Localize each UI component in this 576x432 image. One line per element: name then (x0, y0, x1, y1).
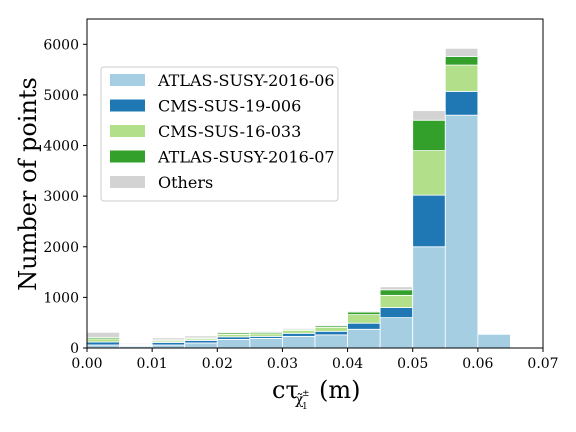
x-tick-label: 0.04 (332, 356, 363, 372)
bar-cms-sus-19-006-bin-11 (444, 90, 479, 116)
bar-atlas-susy-2016-06-bin-8 (347, 328, 381, 349)
bar-cms-sus-19-006-bin-7 (314, 330, 348, 336)
legend-swatch-others (110, 176, 145, 188)
bar-cms-sus-16-033-bin-10 (412, 150, 446, 196)
y-tick-label: 1000 (43, 290, 79, 306)
bar-cms-sus-16-033-bin-6 (282, 329, 316, 334)
y-axis-title: Number of points (14, 77, 42, 291)
legend-label-cms-sus-16-033: CMS-SUS-16-033 (158, 122, 301, 141)
bar-atlas-susy-2016-06-bin-11 (444, 114, 479, 349)
legend-swatch-atlas-susy-2016-07 (110, 150, 145, 163)
bar-atlas-susy-2016-06-bin-7 (314, 334, 348, 349)
x-axis-title-supsub: ± (302, 389, 310, 399)
x-tick-label: 0.02 (202, 356, 233, 372)
bar-atlas-susy-2016-06-bin-5 (249, 337, 283, 349)
legend: ATLAS-SUSY-2016-06 CMS-SUS-19-006 CMS-SUS-… (100, 66, 339, 202)
legend-swatch-atlas-susy-2016-06 (110, 74, 145, 86)
x-tick-label: 0.00 (71, 356, 102, 372)
legend-label-atlas-susy-2016-07: ATLAS-SUSY-2016-07 (157, 148, 335, 167)
y-tick-label: 4000 (43, 139, 79, 155)
bar-others-bin-4 (216, 331, 251, 334)
bar-others-bin-7 (314, 324, 348, 327)
bar-others-bin-1 (119, 343, 153, 345)
bar-cms-sus-19-006-bin-6 (282, 332, 316, 337)
y-tick-label: 0 (70, 341, 79, 357)
x-axis-title-subscript: χ̃ (295, 392, 304, 408)
bar-others-bin-11 (444, 47, 479, 57)
x-axis-title: cτ χ̃ ± 1 (m) (272, 376, 360, 412)
y-tick-label: 6000 (43, 37, 79, 53)
x-axis-title-unit: (m) (319, 376, 360, 404)
y-tick-label: 5000 (43, 88, 79, 104)
x-tick-label: 0.01 (137, 356, 168, 372)
y-tick-label: 3000 (43, 189, 79, 205)
bar-atlas-susy-2016-07-bin-11 (444, 56, 479, 66)
bar-others-bin-2 (151, 337, 186, 341)
bar-atlas-susy-2016-07-bin-10 (412, 119, 446, 151)
bar-cms-sus-19-006-bin-10 (412, 194, 446, 248)
bar-atlas-susy-2016-06-bin-9 (379, 317, 414, 349)
legend-label-atlas-susy-2016-06: ATLAS-SUSY-2016-06 (157, 71, 335, 90)
bar-others-bin-9 (379, 286, 414, 291)
bar-cms-sus-19-006-bin-8 (347, 322, 381, 330)
bar-others-bin-10 (412, 110, 446, 121)
legend-label-cms-sus-19-006: CMS-SUS-19-006 (158, 97, 301, 116)
bar-cms-sus-16-033-bin-11 (444, 64, 479, 92)
x-tick-label: 0.07 (527, 356, 558, 372)
bar-cms-sus-16-033-bin-7 (314, 326, 348, 332)
bar-cms-sus-19-006-bin-9 (379, 307, 414, 319)
bar-cms-sus-16-033-bin-9 (379, 294, 414, 308)
legend-swatch-cms-sus-16-033 (110, 125, 145, 137)
x-tick-label: 0.06 (462, 356, 493, 372)
x-tick-label: 0.03 (267, 356, 298, 372)
bar-others-bin-3 (184, 335, 218, 339)
bar-others-bin-5 (249, 330, 283, 333)
bar-cms-sus-19-006-bin-0 (86, 341, 120, 346)
bar-atlas-susy-2016-06-bin-3 (184, 342, 218, 349)
axes-group (86, 18, 544, 349)
bar-cms-sus-16-033-bin-0 (86, 338, 120, 343)
legend-swatch-cms-sus-19-006 (110, 99, 145, 112)
bar-atlas-susy-2016-06-bin-4 (216, 338, 251, 349)
y-tick-label: 2000 (43, 240, 79, 256)
bar-atlas-susy-2016-07-bin-9 (379, 289, 414, 296)
bar-others-bin-8 (347, 310, 381, 313)
legend-frame (100, 66, 339, 202)
x-axis-title-main: cτ (272, 376, 299, 404)
bars-group (86, 47, 511, 349)
bar-atlas-susy-2016-06-bin-12 (477, 333, 511, 349)
legend-label-others: Others (158, 173, 213, 192)
ticks-group: 0.00 0.01 0.02 0.03 0.04 0.05 0.06 0.07 0 1000 200… (43, 37, 558, 372)
bar-others-bin-6 (282, 327, 316, 330)
bar-atlas-susy-2016-06-bin-10 (412, 246, 446, 349)
bar-others-bin-0 (86, 331, 120, 338)
plot-frame (86, 18, 544, 349)
x-tick-label: 0.05 (397, 356, 428, 372)
bar-atlas-susy-2016-06-bin-6 (282, 335, 316, 349)
bar-cms-sus-16-033-bin-8 (347, 314, 381, 324)
x-axis-title-subsub: 1 (302, 402, 308, 412)
